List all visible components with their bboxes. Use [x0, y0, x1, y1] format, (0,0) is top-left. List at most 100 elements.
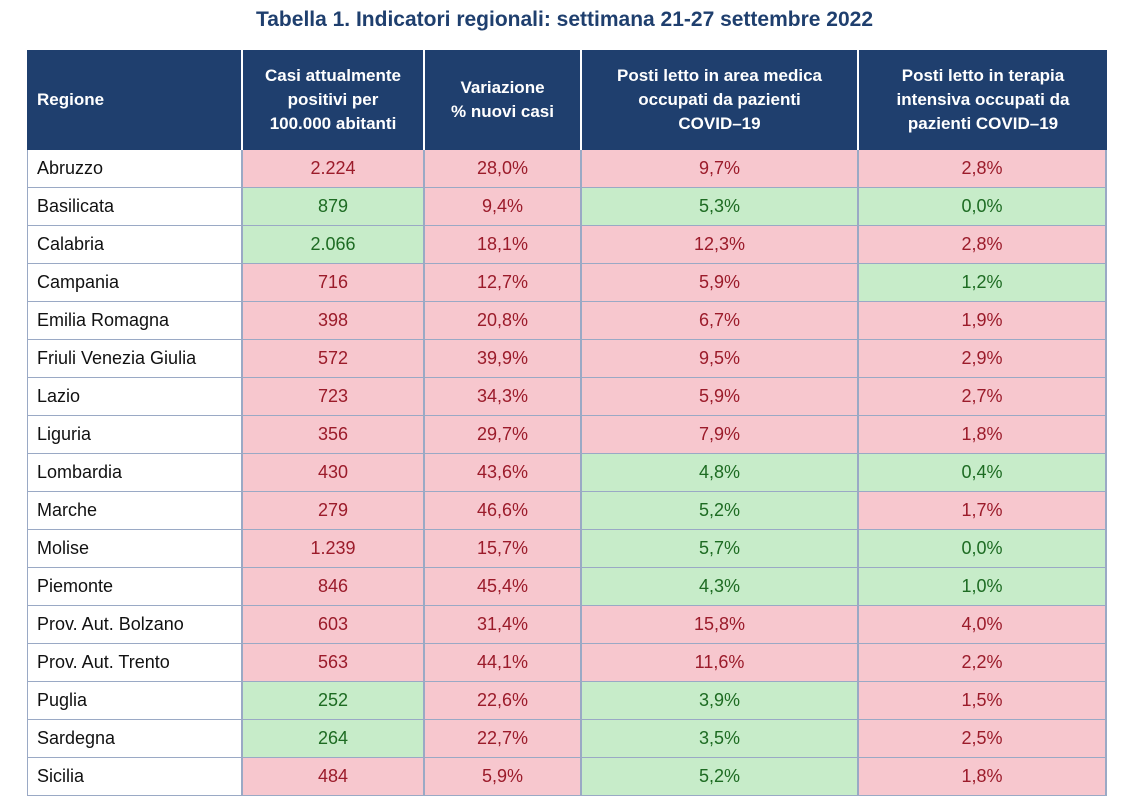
- cell-regione: Abruzzo: [27, 150, 243, 188]
- table-row: Lazio 723 34,3% 5,9% 2,7%: [27, 378, 1107, 416]
- cell-regione: Sardegna: [27, 720, 243, 758]
- cell-variazione: 18,1%: [425, 226, 582, 264]
- cell-terapia-intensiva: 2,5%: [859, 720, 1107, 758]
- cell-terapia-intensiva: 0,0%: [859, 530, 1107, 568]
- column-header-regione: Regione: [27, 50, 243, 150]
- cell-terapia-intensiva: 1,8%: [859, 416, 1107, 454]
- table-body: Abruzzo 2.224 28,0% 9,7% 2,8% Basilicata 879 9,…: [27, 150, 1107, 796]
- table-row: Lombardia 430 43,6% 4,8% 0,4%: [27, 454, 1107, 492]
- cell-regione: Puglia: [27, 682, 243, 720]
- cell-casi: 603: [243, 606, 425, 644]
- cell-area-medica: 3,9%: [582, 682, 859, 720]
- cell-variazione: 22,6%: [425, 682, 582, 720]
- cell-area-medica: 11,6%: [582, 644, 859, 682]
- cell-terapia-intensiva: 2,7%: [859, 378, 1107, 416]
- cell-casi: 279: [243, 492, 425, 530]
- cell-regione: Basilicata: [27, 188, 243, 226]
- cell-area-medica: 9,7%: [582, 150, 859, 188]
- table-row: Puglia 252 22,6% 3,9% 1,5%: [27, 682, 1107, 720]
- column-header-line: occupati da pazienti: [638, 90, 801, 109]
- cell-area-medica: 4,8%: [582, 454, 859, 492]
- cell-area-medica: 7,9%: [582, 416, 859, 454]
- cell-regione: Liguria: [27, 416, 243, 454]
- table-row: Sardegna 264 22,7% 3,5% 2,5%: [27, 720, 1107, 758]
- cell-variazione: 29,7%: [425, 416, 582, 454]
- cell-area-medica: 5,9%: [582, 264, 859, 302]
- table-header-row: Regione Casi attualmente positivi per 100.0…: [27, 50, 1107, 150]
- table-row: Emilia Romagna 398 20,8% 6,7% 1,9%: [27, 302, 1107, 340]
- table-row: Prov. Aut. Trento 563 44,1% 11,6% 2,2%: [27, 644, 1107, 682]
- cell-casi: 252: [243, 682, 425, 720]
- cell-area-medica: 5,2%: [582, 758, 859, 796]
- table-row: Calabria 2.066 18,1% 12,3% 2,8%: [27, 226, 1107, 264]
- column-header-variazione: Variazione % nuovi casi: [425, 50, 582, 150]
- table-title: Tabella 1. Indicatori regionali: settima…: [255, 8, 874, 31]
- cell-terapia-intensiva: 1,7%: [859, 492, 1107, 530]
- cell-area-medica: 6,7%: [582, 302, 859, 340]
- cell-variazione: 22,7%: [425, 720, 582, 758]
- cell-variazione: 31,4%: [425, 606, 582, 644]
- cell-regione: Prov. Aut. Bolzano: [27, 606, 243, 644]
- column-header-line: Variazione: [460, 78, 545, 97]
- cell-casi: 2.224: [243, 150, 425, 188]
- cell-regione: Friuli Venezia Giulia: [27, 340, 243, 378]
- table-row: Piemonte 846 45,4% 4,3% 1,0%: [27, 568, 1107, 606]
- cell-area-medica: 3,5%: [582, 720, 859, 758]
- column-header-line: Posti letto in area medica: [616, 66, 822, 85]
- cell-terapia-intensiva: 2,9%: [859, 340, 1107, 378]
- cell-variazione: 46,6%: [425, 492, 582, 530]
- cell-casi: 264: [243, 720, 425, 758]
- cell-area-medica: 5,2%: [582, 492, 859, 530]
- regional-indicators-table: Regione Casi attualmente positivi per 100.0…: [27, 50, 1107, 796]
- cell-terapia-intensiva: 0,4%: [859, 454, 1107, 492]
- cell-variazione: 5,9%: [425, 758, 582, 796]
- cell-casi: 572: [243, 340, 425, 378]
- cell-regione: Sicilia: [27, 758, 243, 796]
- table-row: Abruzzo 2.224 28,0% 9,7% 2,8%: [27, 150, 1107, 188]
- cell-regione: Molise: [27, 530, 243, 568]
- column-header-line: pazienti COVID–19: [907, 114, 1059, 133]
- table-row: Prov. Aut. Bolzano 603 31,4% 15,8% 4,0%: [27, 606, 1107, 644]
- table-row: Basilicata 879 9,4% 5,3% 0,0%: [27, 188, 1107, 226]
- cell-terapia-intensiva: 2,8%: [859, 226, 1107, 264]
- cell-terapia-intensiva: 2,2%: [859, 644, 1107, 682]
- cell-area-medica: 5,3%: [582, 188, 859, 226]
- cell-area-medica: 15,8%: [582, 606, 859, 644]
- column-header-line: positivi per: [287, 90, 379, 109]
- column-header-line: intensiva occupati da: [896, 90, 1070, 109]
- cell-regione: Lazio: [27, 378, 243, 416]
- cell-variazione: 44,1%: [425, 644, 582, 682]
- cell-variazione: 9,4%: [425, 188, 582, 226]
- cell-casi: 484: [243, 758, 425, 796]
- column-header-terapia-intensiva: Posti letto in terapia intensiva occupati…: [859, 50, 1107, 150]
- cell-casi: 356: [243, 416, 425, 454]
- cell-regione: Prov. Aut. Trento: [27, 644, 243, 682]
- cell-variazione: 39,9%: [425, 340, 582, 378]
- cell-casi: 716: [243, 264, 425, 302]
- cell-casi: 846: [243, 568, 425, 606]
- cell-terapia-intensiva: 4,0%: [859, 606, 1107, 644]
- column-header-line: % nuovi casi: [451, 102, 554, 121]
- cell-terapia-intensiva: 1,8%: [859, 758, 1107, 796]
- column-header-line: 100.000 abitanti: [269, 114, 397, 133]
- cell-regione: Lombardia: [27, 454, 243, 492]
- cell-variazione: 45,4%: [425, 568, 582, 606]
- table-row: Molise 1.239 15,7% 5,7% 0,0%: [27, 530, 1107, 568]
- column-header-casi: Casi attualmente positivi per 100.000 abit…: [243, 50, 425, 150]
- cell-terapia-intensiva: 0,0%: [859, 188, 1107, 226]
- column-header-line: Casi attualmente: [264, 66, 402, 85]
- cell-casi: 879: [243, 188, 425, 226]
- column-header-line: Regione: [37, 90, 105, 109]
- cell-casi: 2.066: [243, 226, 425, 264]
- cell-variazione: 12,7%: [425, 264, 582, 302]
- cell-regione: Piemonte: [27, 568, 243, 606]
- cell-regione: Marche: [27, 492, 243, 530]
- cell-terapia-intensiva: 2,8%: [859, 150, 1107, 188]
- cell-variazione: 34,3%: [425, 378, 582, 416]
- table-row: Friuli Venezia Giulia 572 39,9% 9,5% 2,9%: [27, 340, 1107, 378]
- cell-terapia-intensiva: 1,9%: [859, 302, 1107, 340]
- cell-terapia-intensiva: 1,2%: [859, 264, 1107, 302]
- cell-regione: Calabria: [27, 226, 243, 264]
- column-header-line: COVID–19: [678, 114, 761, 133]
- cell-area-medica: 5,7%: [582, 530, 859, 568]
